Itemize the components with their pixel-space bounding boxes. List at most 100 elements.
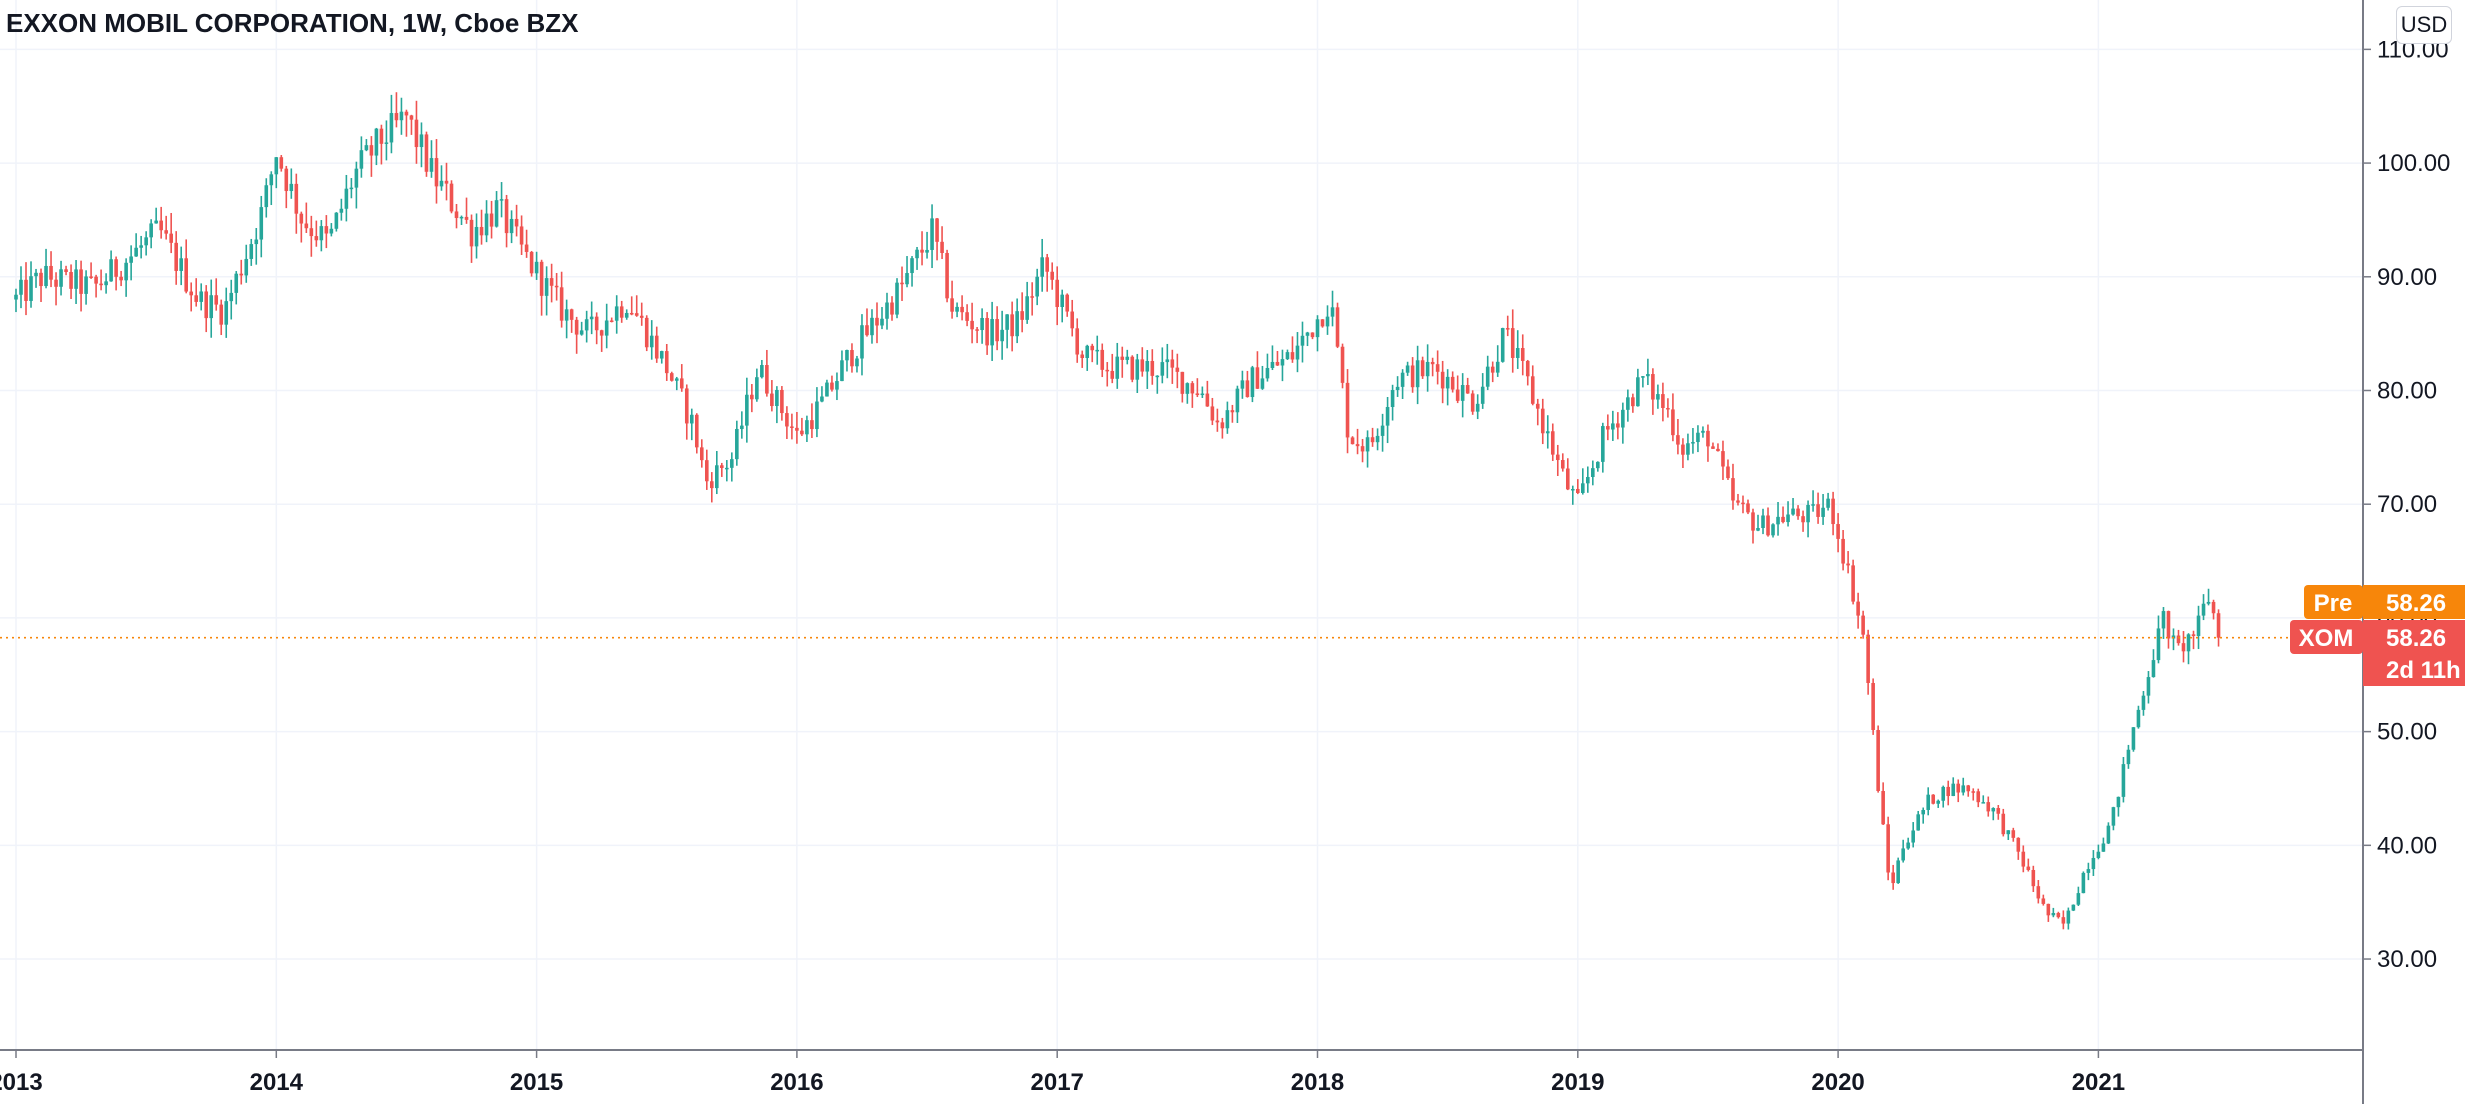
candle-body (1771, 524, 1775, 536)
candle (424, 131, 429, 177)
candle (1851, 559, 1855, 605)
candle (664, 344, 669, 381)
candle (1565, 458, 1570, 491)
candle (64, 265, 68, 276)
candle (910, 256, 914, 287)
candle-body (309, 228, 314, 237)
candle (669, 371, 674, 382)
candle (1000, 310, 1004, 360)
candle (284, 165, 289, 209)
candle (1205, 380, 1210, 407)
candle-body (1601, 426, 1605, 462)
candle-body (1390, 390, 1395, 408)
candle (880, 307, 884, 330)
candle (2216, 609, 2221, 647)
candle (374, 127, 379, 166)
pre-value-badge (2363, 585, 2465, 619)
candle-body (935, 218, 939, 242)
candle-body (1560, 460, 1565, 469)
candle (1430, 357, 1435, 377)
candle (1691, 428, 1695, 454)
candle-body (1355, 444, 1360, 447)
candle (79, 260, 83, 312)
candle (1045, 253, 1049, 292)
candle-body (529, 251, 534, 274)
y-tick-label: 80.00 (2377, 377, 2437, 404)
candle (1180, 371, 1185, 403)
candle-body (549, 278, 554, 286)
candle (1170, 349, 1175, 384)
candle (1646, 358, 1650, 386)
candle-body (2181, 643, 2186, 652)
candle-body (1270, 361, 1275, 368)
candle-body (1140, 359, 1145, 372)
candle-body (1801, 516, 1805, 523)
candle (950, 280, 954, 319)
candle-body (329, 228, 334, 234)
candle (1155, 375, 1160, 394)
candle (1776, 501, 1780, 536)
candle (1510, 309, 1515, 373)
candle (459, 215, 464, 225)
price-badges: Pre 58.26 XOM 58.26 2d 11h (2290, 585, 2465, 686)
candle (1621, 402, 1625, 444)
candle-body (770, 393, 774, 407)
candle-body (1796, 508, 1800, 517)
candle (1891, 864, 1895, 890)
candle-body (609, 320, 614, 323)
candle (1505, 315, 1510, 337)
candle-body (79, 269, 83, 294)
candle-body (1060, 294, 1065, 307)
candle (1911, 822, 1915, 848)
candle-body (44, 265, 48, 287)
currency-button[interactable]: USD (2396, 6, 2452, 44)
candle (1115, 342, 1120, 389)
candle (1290, 336, 1295, 363)
candle (1020, 292, 1024, 333)
candle (1530, 365, 1535, 406)
candle-body (1190, 383, 1195, 394)
candle (2136, 705, 2141, 729)
candle (224, 287, 229, 338)
candle-body (1025, 296, 1029, 320)
candle-body (2116, 796, 2121, 808)
candle-body (1425, 361, 1430, 377)
candle-body (1545, 431, 1550, 434)
candle-body (1080, 354, 1085, 359)
candle-body (1806, 504, 1810, 523)
candle (1060, 289, 1065, 323)
candle-body (109, 259, 113, 282)
candle (1320, 319, 1325, 328)
candle-body (1671, 409, 1675, 436)
candle (29, 261, 33, 308)
candle-body (1841, 538, 1845, 564)
candle-body (59, 269, 63, 287)
candle-body (1986, 802, 1991, 812)
candle (1826, 492, 1830, 511)
candle-body (629, 312, 634, 315)
candle-body (314, 236, 319, 241)
candle (364, 139, 369, 152)
candle (184, 239, 188, 294)
candle-body (1170, 359, 1175, 368)
candle (1896, 857, 1900, 884)
candle-body (1535, 403, 1540, 409)
candle-body (1971, 791, 1976, 793)
candle-body (870, 317, 874, 336)
candle-body (1951, 783, 1956, 797)
candle-body (2101, 843, 2106, 852)
candle-body (364, 145, 369, 151)
candle (534, 251, 539, 280)
candle-body (269, 174, 274, 186)
candle (2116, 796, 2121, 817)
candle (1591, 460, 1595, 486)
candle-body (699, 447, 704, 461)
candle-body (845, 350, 849, 361)
candle (304, 202, 309, 234)
candle-body (1030, 296, 1034, 298)
candle-body (244, 258, 249, 276)
candle (740, 411, 744, 439)
candle-body (679, 378, 684, 389)
candle (1756, 514, 1760, 532)
